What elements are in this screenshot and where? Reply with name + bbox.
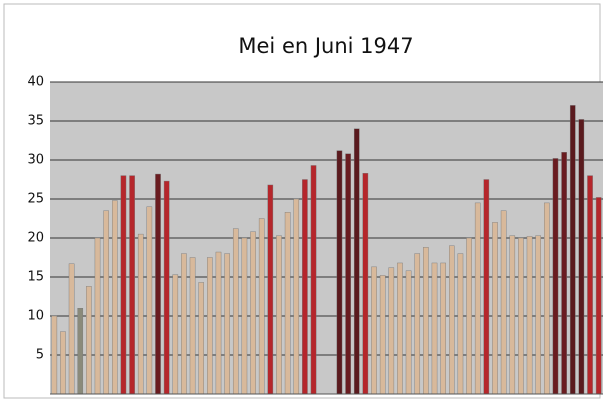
bar (587, 175, 593, 395)
bar (448, 245, 455, 395)
bar (224, 253, 230, 395)
bar (544, 202, 550, 395)
bar (241, 237, 248, 395)
bar (509, 235, 516, 395)
bar (232, 228, 239, 395)
bar (215, 251, 222, 395)
bar (371, 266, 377, 395)
bar (68, 263, 75, 395)
bar (474, 202, 481, 395)
bar (86, 286, 92, 395)
bar (483, 179, 490, 395)
bar (250, 231, 256, 395)
bar (440, 262, 446, 395)
y-tick-label: 5 (36, 348, 44, 363)
bar (51, 315, 58, 395)
bar (267, 184, 274, 395)
bar (198, 282, 205, 395)
bar (518, 237, 524, 395)
bar (302, 179, 308, 395)
bar (526, 236, 533, 395)
bar (414, 253, 421, 395)
bar (457, 253, 464, 395)
bar (310, 165, 317, 395)
y-tick-label: 35 (27, 114, 44, 129)
bar (181, 253, 187, 395)
bar (112, 200, 118, 395)
y-tick-label: 20 (27, 231, 44, 246)
y-tick-label: 40 (27, 75, 44, 90)
y-tick-label: 30 (27, 153, 44, 168)
bar (379, 275, 386, 395)
bar (535, 235, 541, 395)
bar (345, 153, 351, 395)
bar (207, 257, 213, 395)
bar (172, 274, 179, 395)
bar (120, 175, 127, 395)
bar (94, 237, 101, 395)
bar (293, 198, 300, 395)
bar (578, 119, 585, 395)
bar (397, 262, 403, 395)
bar (423, 247, 429, 395)
bar (163, 180, 170, 395)
bar (388, 267, 395, 395)
bar (552, 158, 559, 395)
bar (561, 151, 567, 395)
bar (155, 173, 161, 395)
bar (60, 331, 66, 395)
bar (405, 270, 412, 395)
y-tick-label: 25 (27, 192, 44, 207)
bar (189, 257, 196, 395)
bar (137, 233, 144, 395)
bar (103, 210, 109, 395)
bar (595, 197, 602, 395)
bar (431, 262, 438, 395)
bar (258, 218, 265, 395)
bar (362, 173, 369, 395)
y-tick-label: 15 (27, 270, 44, 285)
bar (569, 105, 576, 395)
bar (492, 222, 498, 395)
bar (353, 128, 360, 395)
bar (336, 150, 343, 395)
bar (129, 175, 135, 395)
bar (500, 210, 507, 395)
bar (284, 212, 291, 395)
bar (146, 206, 153, 395)
chart-title: Mei en Juni 1947 (238, 34, 413, 58)
y-tick-label: 10 (27, 309, 44, 324)
bar (276, 235, 282, 395)
bar (466, 237, 472, 395)
bar (77, 308, 84, 395)
